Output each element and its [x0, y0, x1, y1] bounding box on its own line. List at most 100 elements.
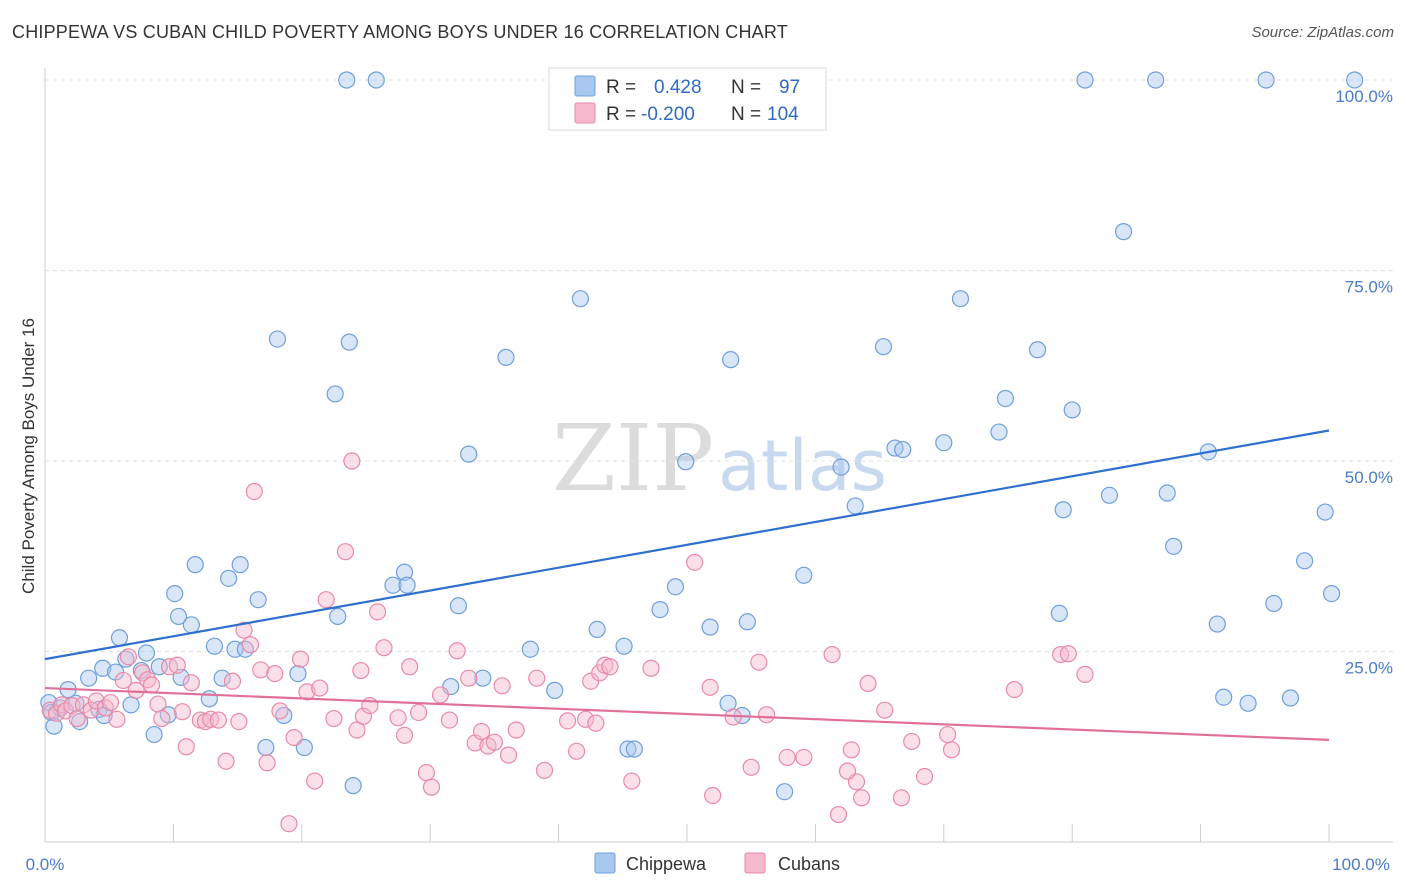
cubans-point [217, 752, 235, 770]
cubans-point [291, 650, 310, 668]
chippewa-point [200, 690, 218, 708]
chippewa-point [795, 566, 813, 584]
chippewa-point [367, 71, 385, 89]
cubans-point [758, 706, 776, 724]
cubans-point [1059, 645, 1077, 663]
chippewa-point [395, 563, 414, 581]
cubans-point [567, 742, 586, 760]
chippewa-point [231, 556, 249, 574]
cubans-point [1076, 665, 1094, 683]
cubans-point [352, 661, 370, 680]
cubans-point [892, 789, 911, 807]
chippewa-point [329, 607, 347, 626]
cubans-point [750, 653, 768, 671]
cubans-point [298, 683, 316, 701]
bottom-legend-swatch-chippewa [594, 852, 616, 874]
x-tick-marks [44, 824, 1330, 842]
cubans-trend-line [44, 686, 1330, 741]
chippewa-point [546, 681, 564, 699]
chippewa-point [1265, 594, 1283, 613]
cubans-point [460, 669, 478, 687]
cubans-point [119, 648, 138, 666]
chippewa-point [460, 445, 478, 463]
chippewa-point [497, 348, 515, 366]
cubans-point [375, 639, 393, 657]
chippewa-point [137, 644, 156, 662]
cubans-point [623, 772, 641, 790]
chippewa-point [615, 637, 633, 655]
chippewa-point [474, 669, 492, 687]
cubans-point [587, 714, 605, 732]
cubans-point [448, 642, 466, 660]
chippewa-point [588, 620, 606, 639]
cubans-point [149, 695, 167, 713]
bottom-legend-swatch-cubans [744, 852, 766, 874]
chippewa-point [1281, 689, 1300, 707]
cubans-point [336, 543, 355, 561]
cubans-point [209, 711, 227, 729]
cubans-point [280, 815, 298, 833]
cubans-point [507, 721, 525, 739]
cubans-point [485, 733, 503, 751]
legend-r-value-chippewa: 0.428 [654, 77, 702, 98]
chippewa-point [1028, 341, 1047, 359]
y-tick-label: 25.0% [1345, 659, 1393, 678]
chippewa-point [80, 669, 98, 687]
cubans-point [576, 710, 595, 728]
cubans-point [325, 709, 343, 728]
cubans-point [417, 764, 435, 782]
cubans-point [601, 658, 619, 676]
chippewa-point [1063, 401, 1081, 419]
cubans-point [168, 656, 186, 674]
cubans-point [153, 709, 171, 728]
trend-lines [44, 429, 1330, 741]
chippewa-point [122, 696, 140, 714]
chippewa-point [1100, 486, 1119, 504]
cubans-point [343, 452, 361, 470]
chippewa-point [1165, 537, 1183, 555]
cubans-point [389, 709, 407, 727]
chippewa-point [169, 607, 188, 626]
cubans-point [182, 674, 200, 692]
watermark: ZIP atlas [552, 405, 887, 512]
cubans-point [311, 679, 329, 697]
chippewa-point [220, 569, 238, 587]
chippewa-point [1054, 501, 1072, 519]
cubans-point [306, 772, 324, 790]
chippewa-point [257, 738, 275, 757]
chippewa-point [249, 591, 267, 609]
chippewa-point [213, 669, 231, 687]
chippewa-point [1346, 71, 1364, 89]
chippewa-point [1316, 503, 1334, 521]
chippewa-point [996, 389, 1015, 408]
cubans-point [838, 762, 857, 780]
legend-n-label-cubans: N = [731, 104, 761, 125]
cubans-point [285, 729, 303, 747]
cubans-point [223, 672, 242, 690]
cubans-point [317, 591, 335, 609]
chippewa-point [326, 385, 344, 403]
chart-title: CHIPPEWA VS CUBAN CHILD POVERTY AMONG BO… [12, 22, 788, 42]
chippewa-point [94, 659, 112, 677]
y-axis-title: Child Poverty Among Boys Under 16 [19, 318, 38, 594]
cubans-point [853, 789, 871, 807]
chippewa-point [205, 637, 224, 655]
cubans-point [528, 669, 546, 687]
cubans-point [173, 703, 191, 721]
cubans-point [1005, 680, 1024, 699]
cubans-point [876, 701, 894, 719]
cubans-point [235, 621, 253, 639]
legend: R = 0.428 N = 97 R = -0.200 N = 104 [548, 67, 827, 131]
chippewa-point [145, 725, 163, 744]
cubans-point [499, 746, 518, 764]
chippewa-point [236, 640, 254, 658]
chippewa-point [571, 290, 590, 308]
cubans-point [642, 659, 660, 677]
chippewa-point [110, 629, 129, 647]
cubans-point [87, 692, 105, 710]
cubans-point [271, 702, 289, 720]
cubans-point [493, 677, 511, 695]
cubans-point [431, 686, 450, 704]
legend-r-label-chippewa: R = [606, 77, 636, 98]
